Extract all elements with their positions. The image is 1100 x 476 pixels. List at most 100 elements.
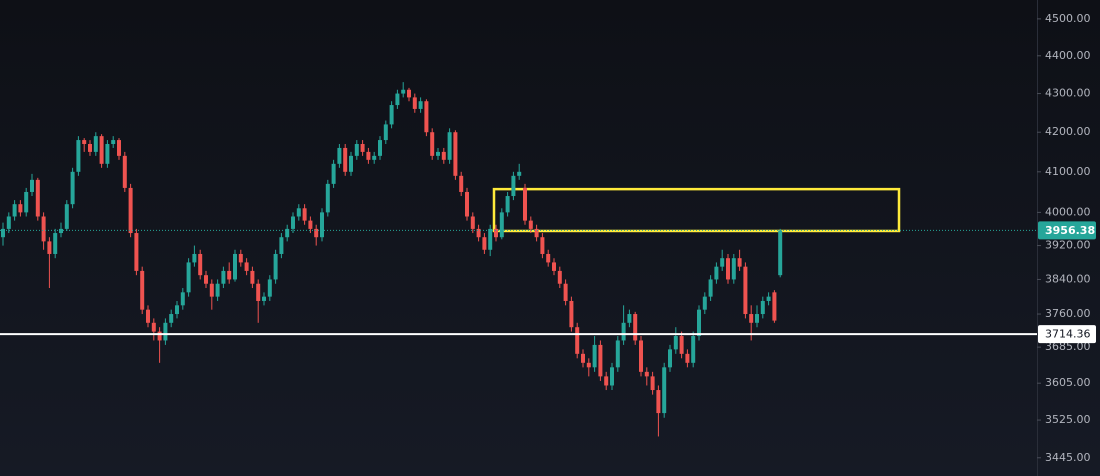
zone-box — [492, 187, 901, 233]
candle-body — [737, 258, 742, 267]
candle-body — [697, 309, 701, 337]
last-price-badge — [1038, 221, 1096, 240]
candle-body — [296, 208, 301, 217]
candle-body — [331, 163, 336, 184]
candle-body — [476, 228, 481, 238]
candle-body — [755, 314, 759, 323]
candle-body — [186, 262, 191, 293]
candle-body — [12, 204, 17, 217]
y-tick-label: 3445.00 — [1045, 451, 1091, 464]
candle-body — [650, 376, 655, 391]
candle-body — [395, 93, 400, 106]
candle-body — [378, 140, 382, 156]
last-price-label: 3956.38 — [1045, 224, 1095, 237]
candle-body — [424, 101, 429, 133]
candle-body — [766, 296, 771, 301]
candle-body — [668, 349, 672, 368]
candle-body — [511, 175, 516, 197]
candle-body — [517, 171, 522, 176]
candle-body — [238, 253, 243, 263]
candle-body — [644, 371, 649, 377]
y-tick-label: 3920.00 — [1045, 239, 1091, 252]
candle-body — [204, 275, 208, 284]
level-badge — [1038, 325, 1096, 344]
candle-body — [262, 296, 266, 301]
candle-body — [714, 266, 719, 280]
y-tick-label: 4400.00 — [1045, 49, 1091, 62]
candle-body — [169, 314, 174, 323]
candle-body — [749, 314, 754, 323]
candle-body — [128, 187, 133, 234]
candle-body — [552, 262, 556, 271]
candle-body — [53, 233, 58, 254]
candle-body — [314, 228, 319, 238]
candle-body — [111, 140, 116, 144]
candle-body — [586, 362, 591, 368]
candle-body — [88, 143, 92, 152]
level-label: 3714.36 — [1045, 328, 1091, 341]
candle-body — [383, 124, 388, 141]
candle-body — [569, 300, 574, 328]
candle-body — [685, 353, 690, 363]
candle-body — [366, 151, 371, 160]
candle-body — [673, 336, 678, 350]
candle-body — [35, 179, 40, 217]
candle-body — [691, 336, 696, 363]
candle-body — [488, 228, 493, 250]
candle-body — [598, 344, 603, 377]
candle-body — [418, 101, 423, 109]
candle-body — [337, 147, 342, 164]
candle-body — [528, 220, 533, 229]
candle-body — [221, 270, 226, 284]
candle-body — [76, 140, 81, 172]
candle-body — [534, 228, 539, 238]
candle-body — [59, 228, 63, 234]
candle-body — [470, 216, 475, 229]
candle-body — [192, 253, 197, 263]
candle-body — [546, 253, 551, 263]
candle-body — [563, 283, 568, 301]
candle-body — [30, 179, 34, 192]
candle-body — [679, 336, 684, 354]
candle-body — [407, 89, 411, 98]
candle-body — [146, 309, 150, 323]
plot-area — [0, 82, 1037, 437]
candle-body — [175, 305, 179, 315]
candle-body — [285, 228, 290, 238]
y-tick-label: 3605.00 — [1045, 376, 1091, 389]
candle-body — [441, 151, 446, 160]
y-tick-label: 4500.00 — [1045, 12, 1091, 25]
candle-body — [708, 279, 713, 297]
candle-body — [18, 204, 23, 213]
candle-body — [639, 340, 643, 372]
candle-body — [343, 147, 348, 172]
candle-body — [778, 230, 783, 276]
candle-body — [557, 270, 562, 284]
candle-body — [180, 292, 185, 306]
y-tick-label: 4300.00 — [1045, 87, 1091, 100]
candle-body — [70, 171, 75, 205]
candle-body — [523, 187, 527, 221]
candle-body — [157, 331, 162, 341]
candle-body — [436, 151, 440, 156]
candle-body — [105, 143, 110, 164]
candle-body — [134, 233, 139, 271]
candle-body — [540, 237, 545, 254]
candle-body — [656, 390, 661, 414]
candle-body — [453, 132, 458, 176]
candle-body — [198, 253, 203, 276]
candle-body — [325, 183, 330, 213]
candle-body — [140, 270, 145, 310]
candle-body — [389, 105, 394, 125]
candle-body — [99, 136, 104, 164]
candle-body — [772, 292, 777, 321]
candle-body — [233, 253, 237, 280]
candle-body — [227, 270, 232, 280]
candle-body — [604, 376, 609, 386]
candle-body — [731, 258, 736, 280]
candle-body — [47, 241, 52, 254]
candle-body — [354, 143, 359, 156]
candle-body — [499, 212, 504, 238]
